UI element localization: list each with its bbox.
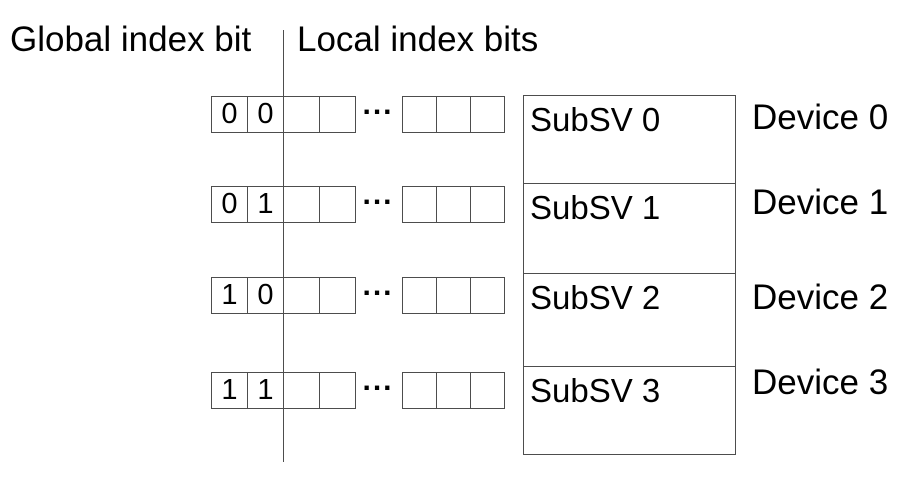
subsv-section-1: SubSV 1 bbox=[524, 184, 735, 274]
bit-cell-empty bbox=[402, 186, 437, 223]
global-local-divider-line bbox=[283, 30, 284, 462]
bit-row-3-global-box: 1 1 bbox=[211, 372, 356, 409]
bit-cell-empty bbox=[283, 96, 320, 133]
subsv-section-3: SubSV 3 bbox=[530, 372, 661, 409]
bit-cell-empty bbox=[319, 186, 356, 223]
bit-cell-empty bbox=[436, 277, 471, 314]
bit-cell-empty bbox=[436, 96, 471, 133]
ellipsis-dots: ... bbox=[362, 88, 394, 121]
device-label-0: Device 0 bbox=[752, 98, 889, 137]
bit-cell-empty bbox=[436, 372, 471, 409]
bit-row-3-local-box bbox=[402, 372, 505, 409]
bit-cell-empty bbox=[402, 96, 437, 133]
device-label-2: Device 2 bbox=[752, 278, 889, 317]
bit-cell-empty bbox=[470, 372, 505, 409]
bit-row-1-global-box: 0 1 bbox=[211, 186, 356, 223]
global-index-bit-label: Global index bit bbox=[10, 20, 252, 59]
ellipsis-dots: ... bbox=[362, 364, 394, 397]
bit-cell: 0 bbox=[211, 96, 248, 133]
bit-row-0-global-box: 0 0 bbox=[211, 96, 356, 133]
bit-cell-empty bbox=[283, 277, 320, 314]
bit-cell-empty bbox=[319, 96, 356, 133]
bit-cell: 1 bbox=[247, 372, 284, 409]
device-label-1: Device 1 bbox=[752, 183, 889, 222]
bit-cell-empty bbox=[470, 186, 505, 223]
bit-cell: 0 bbox=[211, 186, 248, 223]
bit-cell-empty bbox=[436, 186, 471, 223]
subsv-section-0: SubSV 0 bbox=[524, 96, 735, 184]
bit-cell-empty bbox=[283, 186, 320, 223]
bit-cell-empty bbox=[402, 277, 437, 314]
bit-cell: 1 bbox=[211, 372, 248, 409]
subsv-container-box: SubSV 0 SubSV 1 SubSV 2 SubSV 3 bbox=[523, 95, 736, 455]
ellipsis-dots: ... bbox=[362, 269, 394, 302]
bit-cell-empty bbox=[319, 372, 356, 409]
bit-cell: 1 bbox=[247, 186, 284, 223]
bit-row-2-local-box bbox=[402, 277, 505, 314]
bit-cell-empty bbox=[470, 96, 505, 133]
bit-cell-empty bbox=[319, 277, 356, 314]
device-label-3: Device 3 bbox=[752, 363, 889, 402]
bit-cell: 0 bbox=[247, 96, 284, 133]
bit-cell: 1 bbox=[211, 277, 248, 314]
local-index-bits-label: Local index bits bbox=[297, 20, 539, 59]
bit-cell: 0 bbox=[247, 277, 284, 314]
bit-cell-empty bbox=[402, 372, 437, 409]
subsv-section-2: SubSV 2 bbox=[524, 274, 735, 367]
bit-row-1-local-box bbox=[402, 186, 505, 223]
bit-cell-empty bbox=[283, 372, 320, 409]
bit-row-2-global-box: 1 0 bbox=[211, 277, 356, 314]
bit-cell-empty bbox=[470, 277, 505, 314]
ellipsis-dots: ... bbox=[362, 178, 394, 211]
bit-row-0-local-box bbox=[402, 96, 505, 133]
